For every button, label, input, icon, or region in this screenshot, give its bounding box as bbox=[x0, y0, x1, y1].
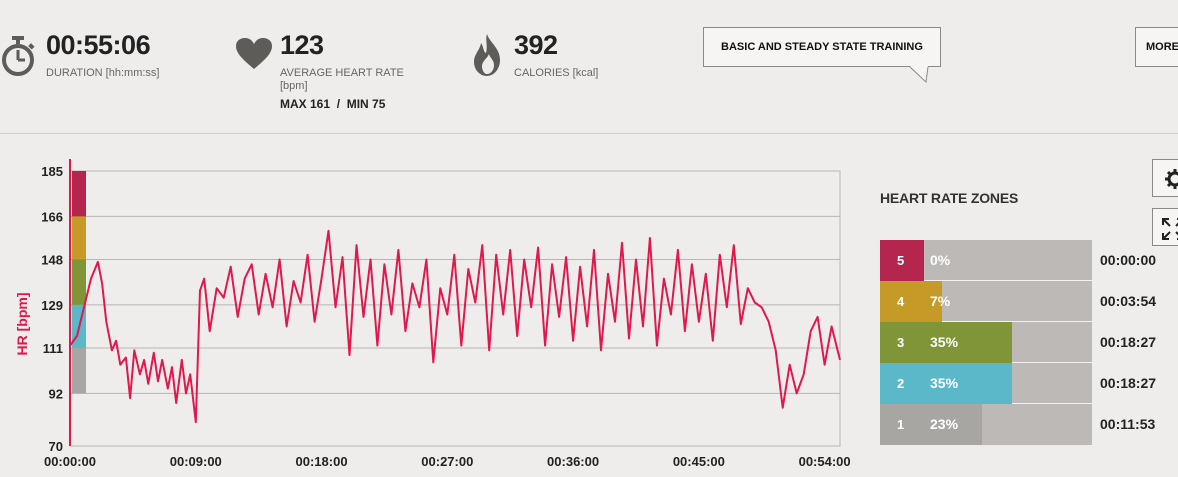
chart-grid bbox=[69, 159, 841, 447]
x-tick-label: 00:54:00 bbox=[799, 454, 851, 469]
training-benefit-label: BASIC AND STEADY STATE TRAINING bbox=[721, 41, 923, 53]
x-axis-ticks: 00:00:00 00:09:00 00:18:00 00:27:00 00:36:00… bbox=[44, 454, 851, 469]
more-button[interactable]: MORE bbox=[1135, 27, 1178, 67]
x-tick-label: 00:18:00 bbox=[296, 454, 348, 469]
zone-percent-label: 23% bbox=[930, 416, 959, 432]
heart-rate-chart: 185 166 148 129 111 92 70 00:00:00 00:09:00 00:1… bbox=[14, 159, 851, 469]
max-min-heart-rate: MAX 161 / MIN 75 bbox=[280, 97, 386, 111]
zone-percent-bar bbox=[924, 363, 1013, 404]
zone-percent-label: 35% bbox=[930, 334, 959, 350]
avg-heart-rate-value: 123 bbox=[280, 30, 324, 60]
y-tick-label: 129 bbox=[41, 298, 63, 313]
zone-number: 3 bbox=[880, 322, 924, 363]
heart-rate-zones-title: HEART RATE ZONES bbox=[880, 190, 1019, 206]
zone-percent-label: 0% bbox=[930, 252, 951, 268]
y-axis-label: HR [bpm] bbox=[14, 293, 30, 356]
zone-row-4: 4 7% bbox=[880, 281, 1092, 322]
settings-button[interactable] bbox=[1152, 159, 1178, 197]
y-tick-label: 111 bbox=[43, 341, 63, 356]
training-benefit-callout-tail bbox=[909, 66, 929, 84]
zone-number: 2 bbox=[880, 363, 924, 404]
zone-time: 00:18:27 bbox=[1100, 334, 1157, 350]
zone-number: 4 bbox=[880, 281, 924, 322]
zone-color-bands bbox=[72, 171, 86, 394]
y-tick-label: 92 bbox=[49, 386, 63, 401]
calories-label: CALORIES [kcal] bbox=[514, 67, 599, 79]
zone-band-1 bbox=[72, 347, 86, 394]
more-button-label: MORE bbox=[1146, 41, 1178, 53]
y-tick-label: 185 bbox=[41, 164, 63, 179]
y-tick-label: 148 bbox=[41, 252, 63, 267]
gear-icon bbox=[1165, 169, 1178, 194]
zone-percent-label: 7% bbox=[930, 293, 951, 309]
zone-row-1: 1 23% bbox=[880, 404, 1092, 445]
zone-number: 5 bbox=[880, 240, 924, 281]
x-tick-label: 00:09:00 bbox=[170, 454, 222, 469]
x-tick-label: 00:36:00 bbox=[547, 454, 599, 469]
zone-percent-bar bbox=[924, 322, 1013, 363]
zone-row-5: 5 0% bbox=[880, 240, 1092, 281]
x-tick-label: 00:27:00 bbox=[421, 454, 473, 469]
plot-frame bbox=[69, 170, 841, 447]
y-axis-ticks: 185 166 148 129 111 92 70 bbox=[41, 164, 63, 454]
zone-percent-label: 35% bbox=[930, 375, 959, 391]
zone-time: 00:00:00 bbox=[1100, 252, 1157, 268]
avg-heart-rate-label: AVERAGE HEART RATE bbox=[280, 67, 404, 79]
duration-value: 00:55:06 bbox=[46, 30, 151, 60]
zone-percent-bar bbox=[924, 281, 942, 322]
zone-time: 00:03:54 bbox=[1100, 293, 1157, 309]
training-benefit-button[interactable]: BASIC AND STEADY STATE TRAINING bbox=[703, 27, 941, 67]
heart-rate-series-line bbox=[69, 229, 841, 424]
zone-row-3: 3 35% bbox=[880, 322, 1092, 363]
flame-icon bbox=[472, 34, 502, 81]
duration-label: DURATION [hh:mm:ss] bbox=[46, 67, 160, 79]
stopwatch-icon bbox=[0, 36, 38, 83]
zone-row-2: 2 35% bbox=[880, 363, 1092, 404]
x-tick-label: 00:00:00 bbox=[44, 454, 96, 469]
expand-icon bbox=[1162, 218, 1178, 245]
calories-value: 392 bbox=[514, 30, 558, 60]
zone-band-4 bbox=[72, 216, 86, 260]
avg-heart-rate-unit: [bpm] bbox=[280, 80, 308, 92]
zone-number: 1 bbox=[880, 404, 924, 445]
fullscreen-button[interactable] bbox=[1152, 208, 1178, 246]
x-tick-label: 00:45:00 bbox=[673, 454, 725, 469]
y-tick-label: 166 bbox=[41, 209, 63, 224]
zone-time: 00:11:53 bbox=[1100, 416, 1156, 432]
zone-percent-bar bbox=[924, 404, 982, 445]
zone-band-5 bbox=[72, 171, 86, 217]
workout-summary: 00:55:06 DURATION [hh:mm:ss] 123 AVERAGE… bbox=[0, 0, 1178, 134]
y-tick-label: 70 bbox=[49, 439, 63, 454]
zone-band-3 bbox=[72, 259, 86, 305]
zone-time: 00:18:27 bbox=[1100, 375, 1157, 391]
heart-icon bbox=[236, 38, 272, 75]
